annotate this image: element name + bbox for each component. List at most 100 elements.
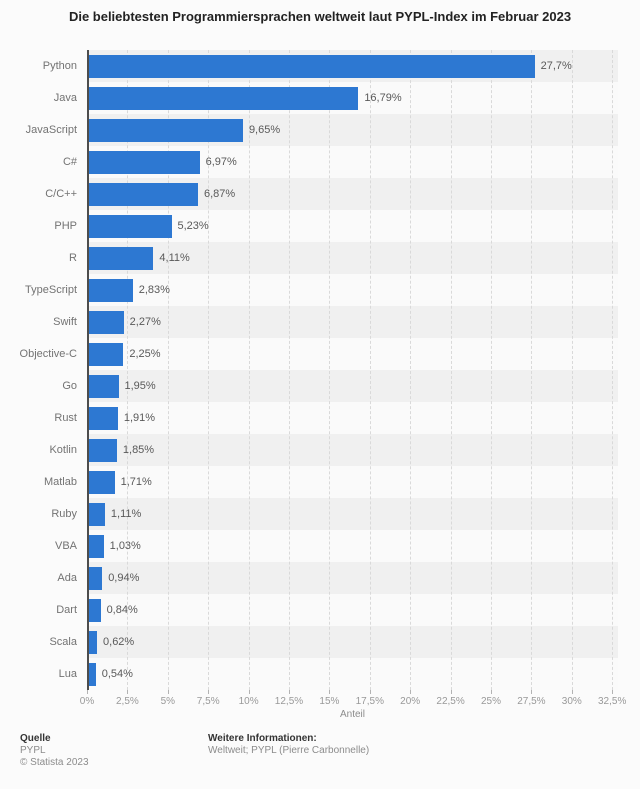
category-label: Matlab — [43, 476, 77, 488]
plot-cell: 2,27% — [87, 306, 618, 338]
plot-cell: 2,25% — [87, 338, 618, 370]
bar — [87, 662, 96, 686]
tick-label: 22,5% — [436, 696, 465, 707]
bar — [87, 566, 103, 590]
category-label: Swift — [53, 316, 77, 328]
plot-cell: 1,71% — [87, 466, 618, 498]
chart-row: Rust 1,91% — [0, 402, 618, 434]
plot-cell: 9,65% — [87, 114, 618, 146]
value-label: 1,91% — [123, 412, 156, 424]
tick-mark — [288, 690, 290, 694]
bar — [87, 438, 117, 462]
plot-cell: 0,84% — [87, 594, 618, 626]
tick-mark — [410, 690, 412, 694]
plot-cell: 6,97% — [87, 146, 618, 178]
tick-label: 2,5% — [115, 696, 139, 707]
value-label: 0,62% — [103, 636, 135, 648]
x-axis-tick-labels: 0% 2,5% 5% 7,5% 10% 12,5% 15% 17,5% 20% 22,5% 25% 2… — [80, 696, 627, 708]
bar-chart: Python 27,7% Java 16,79% JavaScript 9,65… — [0, 50, 618, 690]
value-label: 16,79% — [364, 92, 402, 104]
value-label: 6,87% — [204, 188, 236, 200]
value-label: 1,03% — [109, 540, 141, 552]
tick-label: 5% — [160, 696, 176, 707]
category-label: C/C++ — [45, 188, 77, 200]
tick-mark — [167, 690, 169, 694]
chart-row: TypeScript 2,83% — [0, 274, 618, 306]
chart-row: Dart 0,84% — [0, 594, 618, 626]
plot-cell: 1,91% — [87, 402, 618, 434]
value-label: 0,94% — [108, 572, 140, 584]
value-label: 1,95% — [124, 380, 156, 392]
chart-row: R 4,11% — [0, 242, 618, 274]
category-label: PHP — [54, 220, 77, 232]
chart-row: Python 27,7% — [0, 50, 618, 82]
bar — [87, 630, 98, 654]
category-label: VBA — [54, 540, 77, 552]
tick-label: 15% — [319, 696, 340, 707]
chart-row: Matlab 1,71% — [0, 466, 618, 498]
tick-mark — [329, 690, 331, 694]
value-label: 2,27% — [129, 316, 161, 328]
copyright-text: © Statista 2023 — [20, 757, 89, 768]
tick-label: 20% — [400, 696, 421, 707]
x-axis-label: Anteil — [339, 709, 365, 720]
plot-cell: 4,11% — [87, 242, 618, 274]
value-label: 2,83% — [138, 284, 170, 296]
category-label: Dart — [56, 604, 77, 616]
value-label: 6,97% — [205, 156, 237, 168]
chart-row: Swift 2,27% — [0, 306, 618, 338]
value-label: 1,11% — [110, 508, 142, 520]
plot-cell: 1,03% — [87, 530, 618, 562]
category-label: Python — [42, 60, 77, 72]
category-label: Go — [62, 380, 77, 392]
tick-label: 32,5% — [597, 696, 627, 707]
value-label: 1,85% — [122, 444, 155, 456]
plot-cell: 2,83% — [87, 274, 618, 306]
tick-mark — [87, 690, 88, 694]
tick-label: 25% — [480, 696, 501, 707]
chart-row: Objective-C 2,25% — [0, 338, 618, 370]
plot-cell: 0,54% — [87, 658, 618, 690]
tick-mark — [571, 690, 573, 694]
chart-row: Scala 0,62% — [0, 626, 618, 658]
value-label: 4,11% — [159, 252, 190, 264]
value-label: 27,7% — [540, 60, 572, 72]
tick-label: 0% — [79, 696, 95, 707]
category-label: JavaScript — [25, 124, 77, 136]
tick-mark — [248, 690, 250, 694]
category-label: Rust — [54, 412, 77, 424]
chart-row: Ruby 1,11% — [0, 498, 618, 530]
chart-row: Kotlin 1,85% — [0, 434, 618, 466]
chart-row: Java 16,79% — [0, 82, 618, 114]
bar — [87, 150, 200, 174]
bar — [87, 182, 198, 206]
plot-cell: 16,79% — [87, 82, 618, 114]
category-label: Kotlin — [49, 444, 77, 456]
category-label: Objective-C — [19, 348, 77, 360]
tick-mark — [369, 690, 371, 694]
category-label: Scala — [49, 636, 77, 648]
tick-label: 7,5% — [196, 696, 220, 707]
bar — [87, 310, 124, 334]
tick-mark — [612, 690, 614, 694]
plot-cell: 6,87% — [87, 178, 618, 210]
category-label: Ada — [57, 572, 77, 584]
bar — [87, 374, 119, 398]
plot-cell: 1,95% — [87, 370, 618, 402]
value-label: 9,65% — [248, 124, 281, 136]
bar — [87, 534, 104, 558]
info-block: Weitere Informationen: Weltweit; PYPL (P… — [208, 732, 369, 757]
value-label: 2,25% — [129, 348, 161, 360]
tick-label: 10% — [238, 696, 259, 707]
category-label: TypeScript — [25, 284, 77, 296]
value-label: 0,54% — [101, 668, 133, 680]
chart-row: C/C++ 6,87% — [0, 178, 618, 210]
chart-row: Lua 0,54% — [0, 658, 618, 690]
info-heading: Weitere Informationen: — [208, 733, 317, 744]
category-label: Java — [53, 92, 77, 104]
tick-mark — [127, 690, 129, 694]
value-label: 0,84% — [106, 604, 138, 616]
plot-cell: 27,7% — [87, 50, 618, 82]
bar — [87, 278, 133, 302]
